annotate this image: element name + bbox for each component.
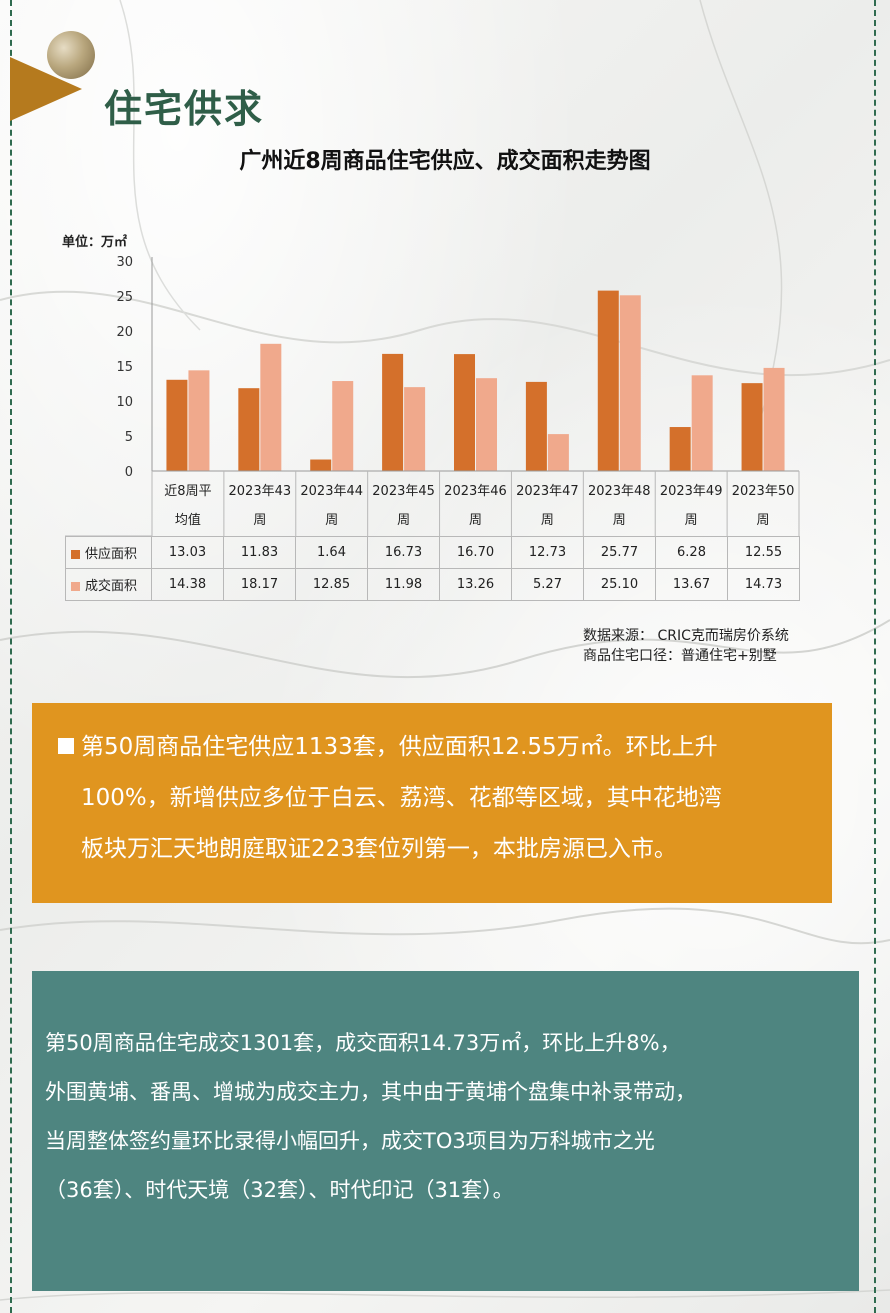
- x-tick-label: 周: [613, 513, 626, 528]
- data-table: 供应面积 13.03 11.83 1.64 16.73 16.70 12.73 …: [65, 536, 800, 601]
- bar-deal: [188, 370, 210, 471]
- supply-note-box: [32, 703, 832, 903]
- x-tick-label: 周: [325, 513, 338, 528]
- bar-deal: [260, 343, 282, 471]
- x-tick-label: 2023年47: [516, 484, 579, 499]
- table-cell: 16.73: [367, 536, 440, 569]
- table-cell: 5.27: [511, 568, 584, 601]
- x-tick-label: 2023年44: [300, 484, 363, 499]
- x-tick-label: 近8周平: [164, 484, 211, 499]
- table-cell: 12.85: [295, 568, 368, 601]
- chart-title: 广州近8周商品住宅供应、成交面积走势图: [239, 149, 651, 174]
- bar-supply: [454, 354, 475, 471]
- table-cell: 18.17: [223, 568, 296, 601]
- x-tick-label: 周: [397, 513, 410, 528]
- x-tick-label: 周: [757, 513, 770, 528]
- table-cell: 11.83: [223, 536, 296, 569]
- y-tick-label: 10: [116, 395, 133, 410]
- bar-supply: [382, 353, 404, 471]
- data-source: 数据来源： CRIC克而瑞房价系统 商品住宅口径：普通住宅+别墅: [583, 626, 789, 666]
- table-cell: 14.73: [727, 568, 800, 601]
- table-cell: 12.73: [511, 536, 584, 569]
- bar-deal: [763, 367, 785, 471]
- legend-swatch-supply: [71, 550, 80, 559]
- bar-supply: [238, 388, 260, 471]
- y-tick-label: 25: [116, 290, 133, 305]
- legend-label-deal: 成交面积: [85, 579, 138, 594]
- bar-supply: [741, 383, 763, 471]
- x-tick-label: 2023年49: [660, 484, 723, 499]
- table-row-supply: 供应面积 13.03 11.83 1.64 16.73 16.70 12.73 …: [65, 536, 800, 569]
- supply-note-line: 板块万汇天地朗庭取证223套位列第一，本批房源已入市。: [81, 836, 677, 862]
- frame-right-dashed: [874, 0, 876, 1313]
- supply-note-line: 第50周商品住宅供应1133套，供应面积12.55万㎡。环比上升: [58, 722, 828, 773]
- supply-note-line-text: 第50周商品住宅供应1133套，供应面积12.55万㎡。环比上升: [81, 734, 718, 760]
- deal-note-line: 当周整体签约量环比录得小幅回升，成交TO3项目为万科城市之光: [45, 1129, 655, 1153]
- bar-supply: [597, 290, 619, 471]
- table-cell: 6.28: [655, 536, 728, 569]
- table-cell: 13.67: [655, 568, 728, 601]
- table-cell: 25.10: [583, 568, 656, 601]
- x-tick-label: 2023年50: [732, 484, 795, 499]
- bar-deal: [332, 381, 354, 471]
- scope-line: 商品住宅口径：普通住宅+别墅: [583, 648, 777, 664]
- bar-deal: [619, 295, 641, 471]
- table-cell: 14.38: [151, 568, 224, 601]
- unit-label: 单位：万㎡: [62, 235, 128, 250]
- deal-note-line: 外围黄埔、番禺、增城为成交主力，其中由于黄埔个盘集中补录带动，: [45, 1080, 696, 1104]
- bar-supply: [166, 379, 188, 471]
- frame-left-dashed: [10, 0, 12, 1313]
- deal-note-text: 第50周商品住宅成交1301套，成交面积14.73万㎡，环比上升8%， 外围黄埔…: [45, 1019, 857, 1215]
- section-title: 住宅供求: [104, 87, 265, 131]
- x-tick-label: 2023年43: [229, 484, 292, 499]
- deal-note-box: [32, 971, 859, 1291]
- table-cell: 1.64: [295, 536, 368, 569]
- supply-note-line: 100%，新增供应多位于白云、荔湾、花都等区域，其中花地湾: [81, 785, 722, 811]
- x-tick-label: 周: [253, 513, 266, 528]
- bar-deal: [691, 375, 713, 471]
- x-tick-label: 2023年45: [372, 484, 435, 499]
- table-cell: 11.98: [367, 568, 440, 601]
- row-head-deal: 成交面积: [65, 568, 152, 601]
- x-tick-label: 均值: [175, 512, 201, 528]
- table-cell: 13.26: [439, 568, 512, 601]
- table-cell: 13.03: [151, 536, 224, 569]
- x-tick-label: 2023年48: [588, 484, 651, 499]
- deal-note-line: （36套）、时代天境（32套）、时代印记（31套）。: [45, 1178, 514, 1202]
- bar-supply: [669, 427, 691, 471]
- bar-deal: [476, 378, 497, 471]
- y-tick-label: 20: [116, 325, 133, 340]
- y-tick-label: 15: [116, 360, 133, 375]
- bar-supply: [310, 459, 332, 471]
- y-tick-label: 5: [125, 430, 133, 445]
- legend-swatch-deal: [71, 582, 80, 591]
- bar-deal: [547, 434, 569, 471]
- bar-deal: [404, 387, 426, 471]
- bar-supply: [525, 381, 547, 471]
- table-cell: 25.77: [583, 536, 656, 569]
- x-tick-label: 周: [469, 513, 482, 528]
- bullet-square-icon: [58, 738, 74, 754]
- supply-note-text: 第50周商品住宅供应1133套，供应面积12.55万㎡。环比上升 100%，新增…: [58, 722, 828, 875]
- x-tick-label: 周: [541, 513, 554, 528]
- x-tick-label: 2023年46: [444, 484, 507, 499]
- row-head-supply: 供应面积: [65, 536, 152, 569]
- legend-label-supply: 供应面积: [85, 547, 138, 562]
- deal-note-line: 第50周商品住宅成交1301套，成交面积14.73万㎡，环比上升8%，: [45, 1031, 681, 1055]
- y-tick-label: 0: [125, 465, 133, 480]
- table-row-deal: 成交面积 14.38 18.17 12.85 11.98 13.26 5.27 …: [65, 568, 800, 601]
- decorative-circle: [47, 31, 95, 79]
- y-tick-label: 30: [116, 255, 133, 270]
- x-tick-label: 周: [685, 513, 698, 528]
- table-cell: 16.70: [439, 536, 512, 569]
- table-cell: 12.55: [727, 536, 800, 569]
- source-line: 数据来源： CRIC克而瑞房价系统: [583, 628, 789, 644]
